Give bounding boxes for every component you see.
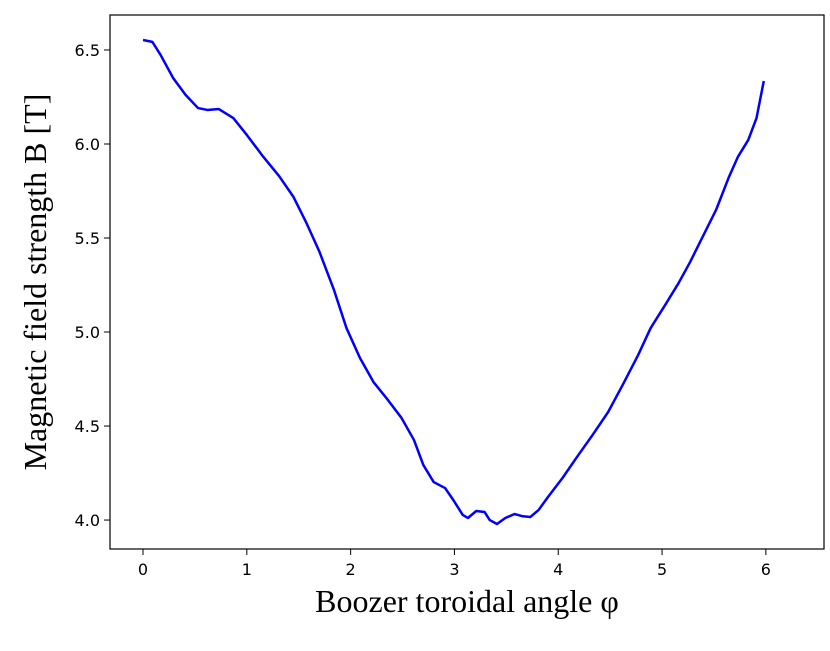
x-axis-label: Boozer toroidal angle φ — [315, 583, 619, 619]
x-tick-label: 5 — [657, 560, 667, 579]
y-tick-label: 6.5 — [75, 41, 100, 60]
x-tick-label: 1 — [242, 560, 252, 579]
data-line — [142, 38, 766, 526]
plot-frame — [109, 14, 825, 550]
x-tick-label: 3 — [449, 560, 459, 579]
y-tick-label: 5.0 — [75, 323, 100, 342]
x-tick-label: 6 — [761, 560, 771, 579]
x-tick-label: 2 — [346, 560, 356, 579]
x-tick-label: 0 — [138, 560, 148, 579]
y-tick-label: 4.0 — [75, 511, 100, 530]
x-tick-label: 4 — [553, 560, 563, 579]
y-tick-label: 6.0 — [75, 135, 100, 154]
y-tick-label: 5.5 — [75, 229, 100, 248]
y-axis-label: Magnetic field strength B [T] — [17, 94, 53, 471]
y-tick-label: 4.5 — [75, 417, 100, 436]
